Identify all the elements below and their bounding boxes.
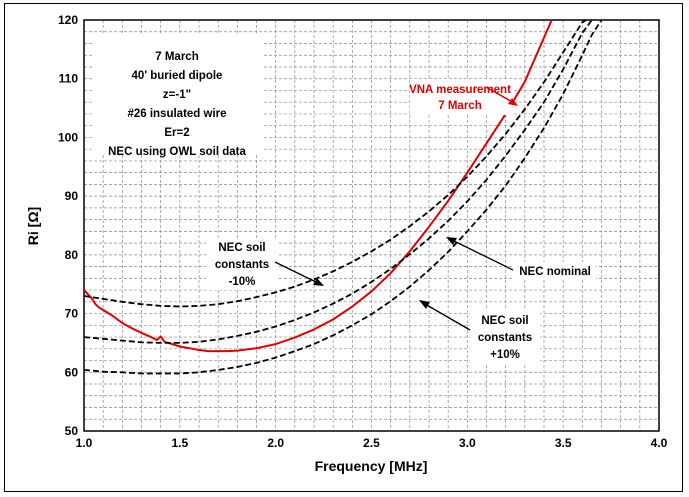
y-tick-label: 70 [65, 307, 79, 321]
info-box-background [93, 33, 263, 155]
x-tick-label: 3.0 [459, 436, 476, 450]
y-tick-label: 60 [65, 365, 79, 379]
series-layer [84, 20, 603, 375]
info-line: 40' buried dipole [132, 70, 223, 82]
nec-minus-annotation-line: -10% [229, 276, 256, 288]
nec-plus-annotation-line: +10% [490, 349, 520, 361]
series-line-nec_minus [84, 20, 587, 308]
info-box: 7 March 40' buried dipole z=-1" #26 insu… [93, 33, 263, 158]
y-tick-label: 100 [58, 130, 78, 144]
nec-plus-annotation-line: NEC soil [481, 315, 528, 327]
series-line-vna [84, 20, 553, 353]
nec-plus-annotation-arrow [424, 303, 471, 331]
vna-annotation-background [410, 79, 512, 115]
vna-annotation: VNA measurement 7 March [409, 79, 518, 115]
nec-minus-arrowhead [313, 278, 324, 286]
x-tick-label: 1.5 [171, 436, 188, 450]
series-line-nec_nominal [84, 20, 593, 344]
nec-minus-annotation-arrow [274, 261, 319, 284]
info-line: 7 March [155, 51, 198, 63]
x-tick-label: 3.5 [555, 436, 572, 450]
x-tick-label: 4.0 [651, 436, 668, 450]
x-tick-label: 2.0 [267, 436, 284, 450]
info-line: Er=2 [164, 127, 189, 139]
nec-plus-arrowhead [419, 300, 430, 309]
nec-minus-annotation-background [206, 238, 278, 290]
x-tick-label: 2.5 [363, 436, 380, 450]
nec-nominal-annotation-text: NEC nominal [519, 266, 591, 278]
y-axis-title: Ri [Ω] [25, 207, 41, 245]
y-tick-label: 90 [65, 189, 79, 203]
chart-frame [4, 3, 683, 492]
info-line: #26 insulated wire [127, 108, 226, 120]
y-tick-label: 120 [58, 13, 78, 27]
plot-area-border [83, 19, 660, 432]
nec-minus-annotation-line: constants [215, 259, 269, 271]
nec-plus-annotation-line: constants [478, 332, 532, 344]
x-tick-labels: 1.0 1.5 2.0 2.5 3.0 3.5 4.0 [76, 436, 668, 450]
vna-annotation-line: VNA measurement [409, 84, 511, 96]
x-axis-title: Frequency [MHz] [315, 458, 428, 474]
vna-annotation-line: 7 March [438, 100, 481, 112]
y-tick-labels: 50 60 70 80 90 100 110 120 [58, 13, 78, 438]
vna-arrowhead [508, 98, 518, 106]
x-tick-label: 1.0 [76, 436, 93, 450]
nec-minus-annotation: NEC soil constants -10% [206, 238, 324, 290]
series-line-nec_plus [84, 20, 603, 375]
info-line: NEC using OWL soil data [108, 146, 246, 158]
nec-plus-annotation-background [470, 310, 540, 364]
y-tick-label: 80 [65, 248, 79, 262]
nec-minus-annotation-line: NEC soil [218, 242, 265, 254]
nec-nominal-annotation-background [514, 262, 596, 280]
vna-annotation-arrow [485, 86, 515, 104]
y-tick-label: 110 [59, 72, 79, 86]
nec-nominal-annotation: NEC nominal [446, 237, 596, 280]
nec-nominal-arrowhead [446, 237, 457, 245]
info-line: z=-1" [163, 89, 191, 101]
y-tick-label: 50 [65, 424, 79, 438]
nec-nominal-annotation-arrow [451, 239, 514, 271]
nec-plus-annotation: NEC soil constants +10% [419, 300, 540, 364]
